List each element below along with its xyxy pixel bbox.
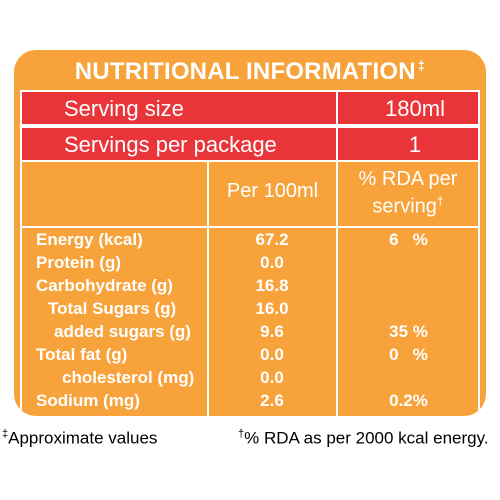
nutrient-value: 16.0 xyxy=(255,299,289,318)
nutrient-row: Total fat (g) 0.0 0 % xyxy=(14,345,486,368)
footnote-approx-mark: ‡ xyxy=(2,428,9,440)
rda-header-mark: † xyxy=(436,194,444,208)
servings-per-package-label: Servings per package xyxy=(64,132,277,157)
nutrition-panel: NUTRITIONAL INFORMATION ‡ Serving size 18… xyxy=(14,50,486,416)
nutrient-row: Energy (kcal) 67.2 6 % xyxy=(14,230,486,253)
title-text: NUTRITIONAL INFORMATION xyxy=(74,58,416,85)
rda-header-line1: % RDA per xyxy=(358,168,458,190)
footnote-approx-text: Approximate values xyxy=(8,428,158,448)
nutrient-row: Carbohydrate (g) 16.8 xyxy=(14,276,486,299)
serving-size-value: 180ml xyxy=(385,96,445,121)
nutrient-label: Protein (g) xyxy=(36,253,121,272)
footnote-rda-text: % RDA as per 2000 kcal energy. xyxy=(244,428,489,448)
nutrient-label: Total Sugars (g) xyxy=(48,299,177,318)
nutrient-label: added sugars (g) xyxy=(54,322,191,341)
nutrient-value: 2.6 xyxy=(260,391,284,410)
nutrient-rda: 35 % xyxy=(389,322,428,341)
nutrient-row: cholesterol (mg) 0.0 xyxy=(14,368,486,391)
nutrient-value: 0.0 xyxy=(260,345,284,364)
grid-line-right xyxy=(478,160,480,416)
nutrient-row: added sugars (g) 9.6 35 % xyxy=(14,322,486,345)
nutrient-label: Total fat (g) xyxy=(36,345,128,364)
footnote-rda: †% RDA as per 2000 kcal energy. xyxy=(238,428,489,449)
nutrient-value: 67.2 xyxy=(255,230,289,249)
grid-line-left xyxy=(20,160,22,416)
nutrient-label: Sodium (mg) xyxy=(36,391,140,410)
per-100ml-header: Per 100ml xyxy=(226,180,319,202)
servings-per-package-row: Servings per package 1 xyxy=(20,126,480,162)
nutrient-label: Energy (kcal) xyxy=(36,230,143,249)
nutrient-value: 9.6 xyxy=(260,322,284,341)
nutrient-row: Protein (g) 0.0 xyxy=(14,253,486,276)
nutrient-label: Carbohydrate (g) xyxy=(36,276,173,295)
panel-title: NUTRITIONAL INFORMATION ‡ xyxy=(14,58,486,86)
nutrient-row: Sodium (mg) 2.6 0.2% xyxy=(14,391,486,414)
nutrient-rda: 0 % xyxy=(389,345,428,364)
rda-header-serving: serving xyxy=(372,195,437,218)
nutrient-label: cholesterol (mg) xyxy=(62,368,195,387)
footnote-rda-mark: † xyxy=(238,428,245,440)
grid-line-header-bottom xyxy=(20,226,480,228)
nutrient-value: 16.8 xyxy=(255,276,289,295)
nutrient-rda: 6 % xyxy=(389,230,428,249)
footnote-approx: ‡Approximate values xyxy=(2,428,157,449)
rda-header-line2: serving† xyxy=(338,190,478,218)
nutrient-row: Total Sugars (g) 16.0 xyxy=(14,299,486,322)
servings-per-package-value: 1 xyxy=(408,132,422,157)
nutrient-rda: 0.2% xyxy=(389,391,428,410)
grid-line-mid2 xyxy=(336,90,338,416)
serving-size-row: Serving size 180ml xyxy=(20,90,480,126)
grid-line-mid1 xyxy=(207,160,209,416)
nutrient-value: 0.0 xyxy=(260,253,284,272)
title-mark: ‡ xyxy=(417,58,426,73)
rda-header: % RDA per serving† xyxy=(338,168,478,218)
serving-size-label: Serving size xyxy=(64,96,184,121)
nutrient-value: 0.0 xyxy=(260,368,284,387)
